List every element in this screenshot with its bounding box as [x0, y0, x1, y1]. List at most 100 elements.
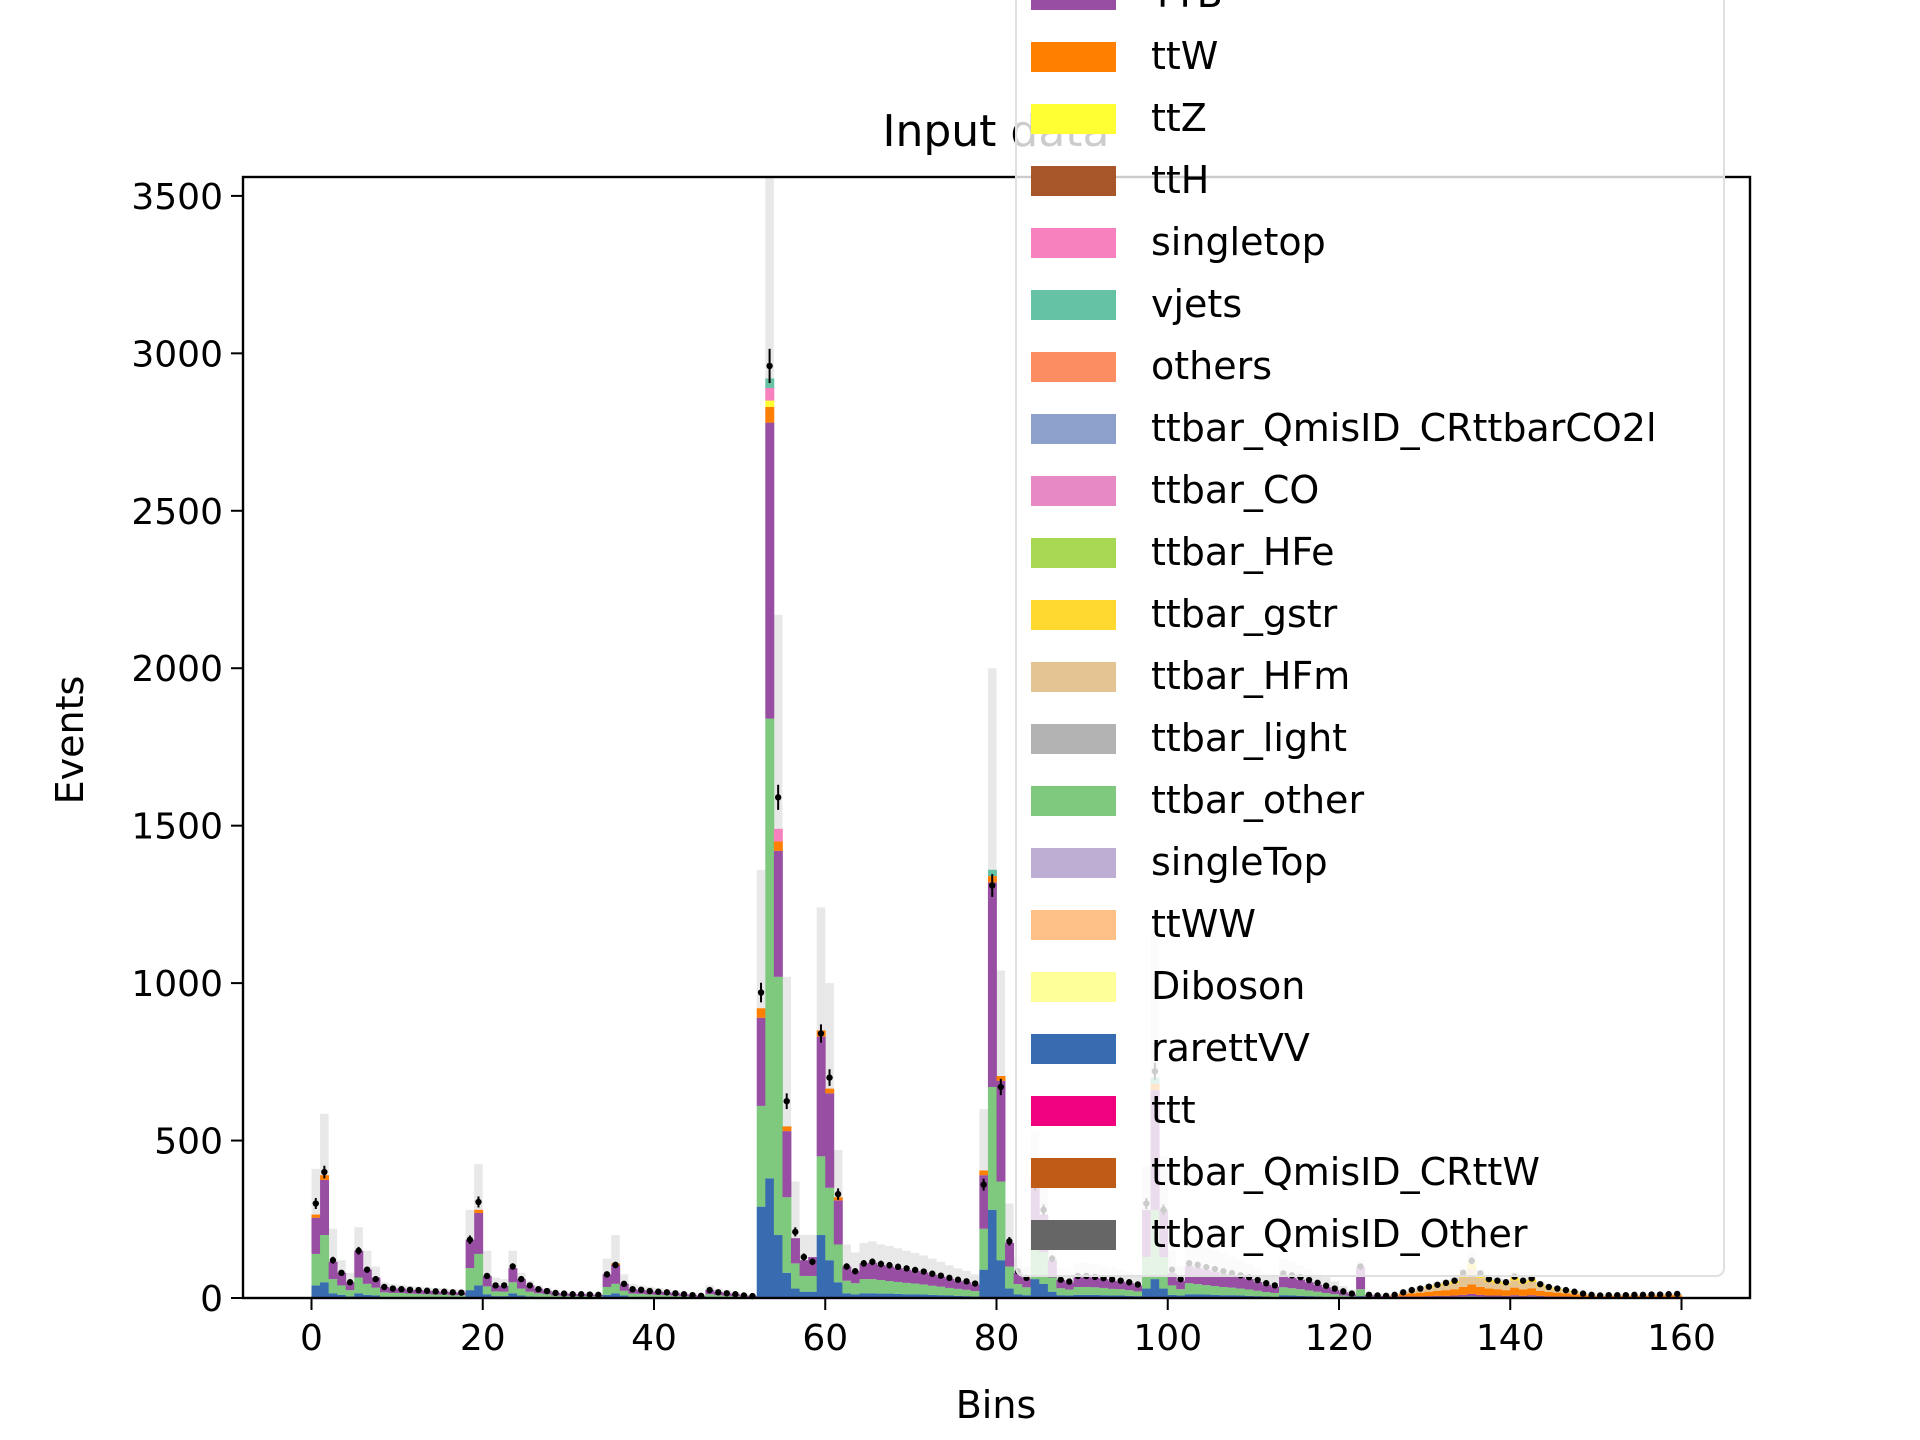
data-point	[1554, 1285, 1561, 1292]
bar-segment-TTB	[1433, 1295, 1443, 1298]
data-point	[329, 1257, 337, 1264]
bar-segment-TTB	[1279, 1275, 1289, 1288]
bar-segment-ttbar_other	[919, 1284, 929, 1295]
data-point	[1537, 1280, 1544, 1288]
data-point	[757, 989, 765, 996]
data-point	[800, 1253, 808, 1261]
data-point	[1305, 1276, 1313, 1284]
data-point	[509, 1263, 516, 1270]
bar-segment-ttbar_HFm	[1535, 1286, 1545, 1291]
legend-swatch-ttW	[1031, 42, 1116, 72]
data-point	[1451, 1277, 1458, 1284]
data-point	[338, 1269, 345, 1277]
bar-segment-ttW	[1424, 1291, 1434, 1297]
bar-segment-ttbar_other	[756, 1105, 766, 1207]
bar-segment-ttbar_HFm	[1527, 1281, 1537, 1289]
bar-segment-ttbar_other	[534, 1293, 544, 1297]
bar-segment-TTB	[1090, 1277, 1100, 1288]
bar-segment-TTB	[499, 1286, 509, 1292]
bar-segment-TTB	[782, 1131, 792, 1198]
data-point	[458, 1289, 465, 1296]
legend-label-ttbar_HFe: ttbar_HFe	[1151, 530, 1335, 574]
data-point	[1545, 1283, 1552, 1291]
bar-segment-ttbar_other	[705, 1294, 715, 1297]
bar-segment-ttbar_other	[791, 1263, 800, 1289]
data-point	[1434, 1281, 1441, 1288]
data-point	[475, 1198, 482, 1206]
data-point	[1502, 1279, 1510, 1286]
bar-segment-TTB	[1219, 1273, 1229, 1287]
bar-segment-TTB	[1005, 1242, 1015, 1267]
x-tick-label: 0	[300, 1318, 323, 1359]
bar-segment-TTB	[1467, 1293, 1477, 1297]
legend-swatch-ttbar_other	[1031, 786, 1116, 816]
legend-label-ttt: ttt	[1151, 1088, 1196, 1132]
bar-segment-vjets	[987, 869, 997, 877]
bar-segment-rarettVV	[945, 1295, 955, 1298]
bar-segment-ttbar_other	[885, 1280, 895, 1294]
bar-segment-rarettVV	[1279, 1295, 1289, 1298]
legend-label-TTB: TTB	[1150, 0, 1223, 16]
bar-segment-vjets	[765, 378, 775, 388]
bar-segment-rarettVV	[1099, 1295, 1109, 1298]
bar-segment-ttbar_HFm	[1450, 1283, 1460, 1290]
data-point	[1348, 1290, 1356, 1297]
data-point	[406, 1286, 414, 1294]
bar-segment-ttbar_other	[345, 1290, 355, 1297]
bar-segment-ttbar_other	[671, 1295, 681, 1298]
bar-segment-rarettVV	[773, 1235, 783, 1298]
bar-segment-ttW	[782, 1126, 792, 1132]
data-point	[346, 1279, 354, 1286]
bar-segment-TTB	[1056, 1280, 1066, 1289]
legend-swatch-singletop	[1031, 228, 1116, 258]
bar-segment-ttW	[773, 841, 783, 851]
data-point	[1006, 1238, 1013, 1245]
bar-segment-ttbar_other	[1124, 1290, 1134, 1296]
bar-segment-TTB	[970, 1284, 980, 1292]
bar-segment-ttbar_other	[1167, 1285, 1177, 1295]
bar-segment-ttbar_other	[1099, 1287, 1109, 1296]
data-point	[1057, 1276, 1064, 1283]
bar-segment-ttbar_other	[713, 1295, 723, 1298]
x-tick-label: 140	[1476, 1318, 1545, 1359]
bar-segment-TTB	[765, 422, 775, 719]
bar-segment-rarettVV	[465, 1290, 475, 1298]
bar-segment-ttbar_HFm	[1518, 1283, 1528, 1290]
bar-segment-ttbar_other	[782, 1197, 792, 1273]
bar-segment-TTB	[936, 1276, 946, 1287]
legend-label-ttbar_HFm: ttbar_HFm	[1151, 654, 1350, 698]
bar-segment-ttW	[756, 1008, 766, 1018]
data-point	[500, 1282, 508, 1289]
bar-segment-TTB	[910, 1270, 920, 1284]
bar-segment-ttbar_other	[611, 1283, 621, 1294]
data-point	[774, 794, 782, 801]
data-point	[1331, 1285, 1338, 1292]
legend-label-ttbar_QmisID_Other: ttbar_QmisID_Other	[1151, 1212, 1528, 1256]
data-point	[646, 1287, 653, 1295]
legend-label-ttbar_gstr: ttbar_gstr	[1151, 592, 1338, 636]
bar-segment-ttbar_other	[1356, 1289, 1366, 1297]
x-axis-ticks: 0 20 40 60 80 100 120 140 160	[300, 1298, 1716, 1359]
bar-segment-ttW	[1535, 1290, 1545, 1296]
data-point	[852, 1268, 859, 1275]
bar-segment-TTB	[945, 1278, 955, 1288]
bar-segment-rarettVV	[508, 1293, 518, 1298]
bar-segment-TTB	[885, 1266, 895, 1281]
bar-segment-rarettVV	[1287, 1295, 1297, 1298]
bar-segment-ttbar_other	[910, 1283, 920, 1295]
bar-segment-ttbar_other	[654, 1294, 663, 1298]
data-point	[1588, 1291, 1595, 1299]
bar-segment-ttW	[1570, 1294, 1580, 1297]
legend-label-ttbar_other: ttbar_other	[1151, 778, 1364, 822]
data-point	[689, 1291, 696, 1299]
data-point	[1665, 1291, 1672, 1298]
bar-segment-rarettVV	[1005, 1288, 1015, 1298]
bar-segment-ttbar_other	[1107, 1288, 1117, 1296]
data-point	[826, 1074, 833, 1081]
bar-segment-ttbar_other	[628, 1293, 638, 1297]
bar-segment-TTB	[1270, 1286, 1280, 1293]
bar-segment-TTB	[876, 1264, 886, 1281]
bar-segment-ttW	[1416, 1292, 1426, 1297]
bar-segment-TTB	[1167, 1272, 1177, 1286]
bar-segment-ttbar_HFm	[1458, 1277, 1468, 1287]
